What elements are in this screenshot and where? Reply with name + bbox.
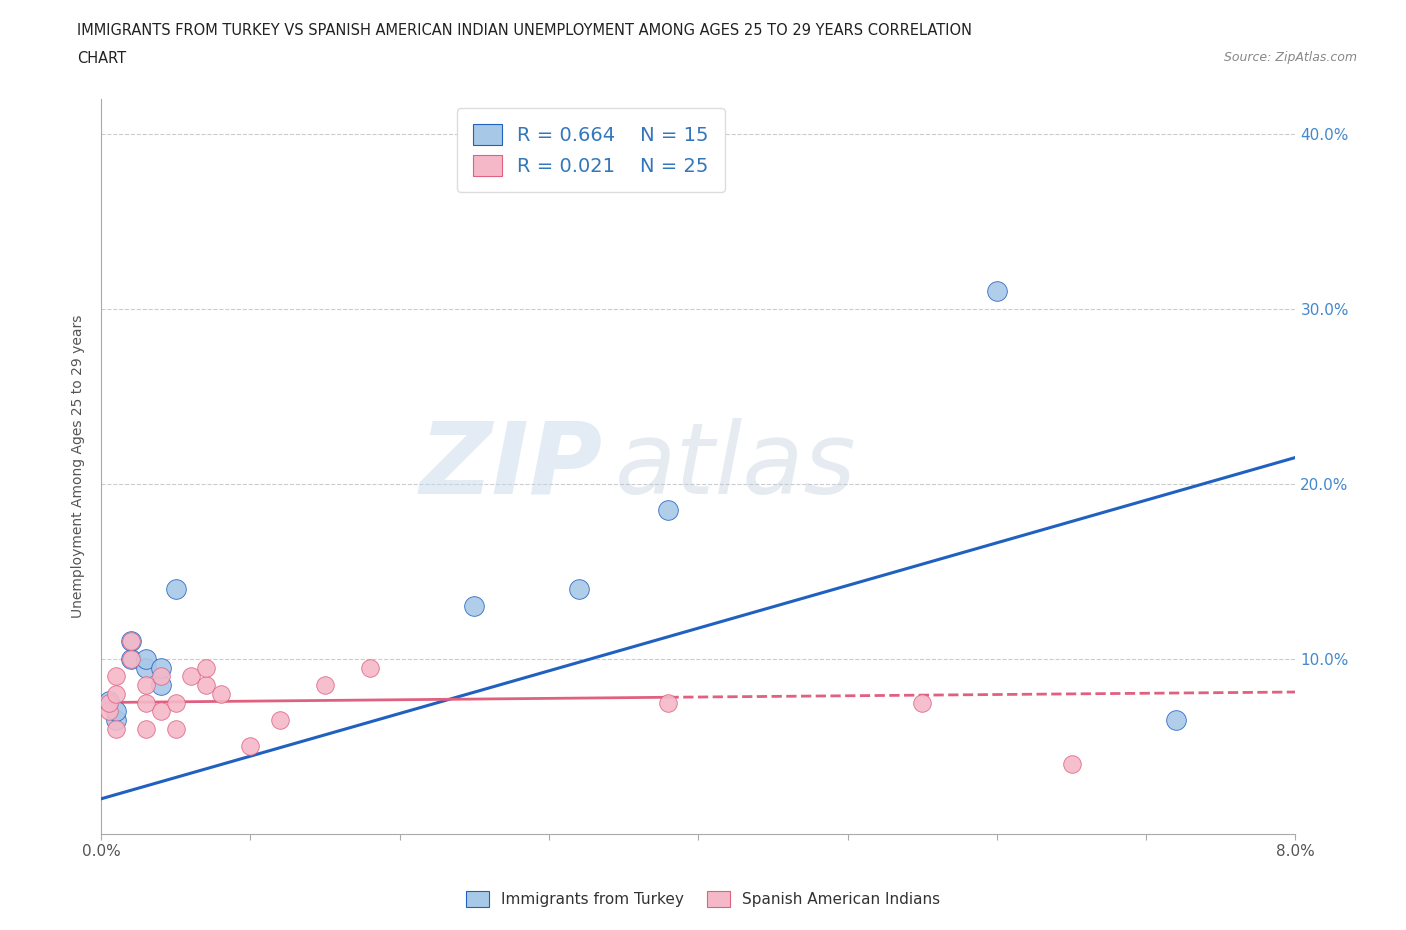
Point [135,651,157,666]
Point [105,686,128,701]
Point [657,502,679,517]
Point [314,678,336,693]
Point [105,712,128,727]
Point [359,660,381,675]
Text: ZIP: ZIP [420,418,603,514]
Point [911,695,934,710]
Point [105,722,128,737]
Point [194,660,217,675]
Point [135,660,157,675]
Point [165,722,187,737]
Point [165,695,187,710]
Point [135,678,157,693]
Point [165,581,187,596]
Text: IMMIGRANTS FROM TURKEY VS SPANISH AMERICAN INDIAN UNEMPLOYMENT AMONG AGES 25 TO : IMMIGRANTS FROM TURKEY VS SPANISH AMERIC… [77,23,973,38]
Point [120,651,142,666]
Point [149,669,172,684]
Point [194,678,217,693]
Point [239,738,262,753]
Text: atlas: atlas [614,418,856,514]
Point [986,284,1008,299]
Legend: Immigrants from Turkey, Spanish American Indians: Immigrants from Turkey, Spanish American… [460,884,946,913]
Point [135,722,157,737]
Point [105,704,128,719]
Point [97,694,120,709]
Legend: R = 0.664    N = 15, R = 0.021    N = 25: R = 0.664 N = 15, R = 0.021 N = 25 [457,109,724,192]
Point [149,704,172,719]
Text: Source: ZipAtlas.com: Source: ZipAtlas.com [1223,51,1357,64]
Point [120,634,142,649]
Point [120,651,142,666]
Point [97,704,120,719]
Point [1164,712,1187,727]
Y-axis label: Unemployment Among Ages 25 to 29 years: Unemployment Among Ages 25 to 29 years [72,314,86,618]
Point [97,695,120,710]
Point [135,695,157,710]
Point [120,634,142,649]
Point [180,669,202,684]
Point [1060,756,1083,771]
Point [105,669,128,684]
Point [269,712,291,727]
Text: CHART: CHART [77,51,127,66]
Point [149,660,172,675]
Point [149,678,172,693]
Point [209,686,232,701]
Point [657,695,679,710]
Point [568,581,591,596]
Point [463,599,485,614]
